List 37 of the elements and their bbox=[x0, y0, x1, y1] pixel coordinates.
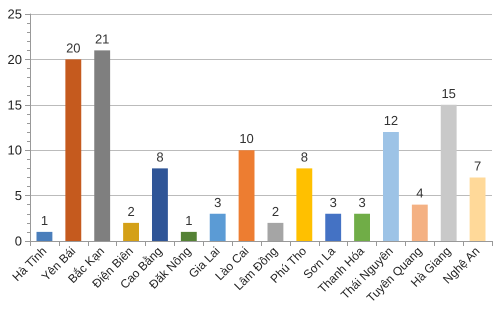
data-label: 8 bbox=[300, 149, 308, 164]
data-label: 12 bbox=[384, 113, 398, 128]
bar bbox=[354, 214, 370, 241]
y-tick-label: 5 bbox=[14, 188, 22, 204]
data-label: 20 bbox=[66, 40, 81, 56]
data-label: 10 bbox=[239, 131, 254, 146]
data-label: 3 bbox=[330, 194, 337, 210]
y-tick-label: 10 bbox=[8, 142, 22, 158]
bar bbox=[325, 214, 342, 241]
data-label: 4 bbox=[416, 186, 424, 201]
bar bbox=[296, 168, 312, 241]
y-tick-label: 25 bbox=[8, 6, 22, 22]
data-label: 2 bbox=[272, 204, 280, 219]
bar bbox=[123, 222, 140, 241]
y-tick-label: 20 bbox=[8, 52, 22, 67]
y-tick-label: 0 bbox=[14, 234, 22, 248]
bar bbox=[440, 104, 457, 241]
data-label: 15 bbox=[441, 86, 456, 101]
y-tick-label: 15 bbox=[8, 97, 22, 112]
data-label: 21 bbox=[94, 31, 110, 46]
bar bbox=[65, 59, 82, 241]
data-label: 7 bbox=[474, 158, 482, 174]
data-label: 1 bbox=[185, 212, 192, 228]
bar bbox=[470, 177, 486, 241]
bar bbox=[180, 232, 197, 241]
data-label: 3 bbox=[214, 194, 222, 210]
data-label: 1 bbox=[40, 212, 48, 228]
bar bbox=[238, 150, 255, 241]
bar bbox=[210, 214, 226, 241]
bar bbox=[94, 50, 110, 241]
bar bbox=[152, 168, 168, 241]
data-label: 8 bbox=[156, 149, 164, 164]
data-label: 2 bbox=[127, 204, 135, 219]
bar bbox=[382, 132, 399, 241]
bar bbox=[36, 232, 52, 241]
bar bbox=[412, 204, 428, 241]
data-label: 3 bbox=[358, 194, 366, 210]
